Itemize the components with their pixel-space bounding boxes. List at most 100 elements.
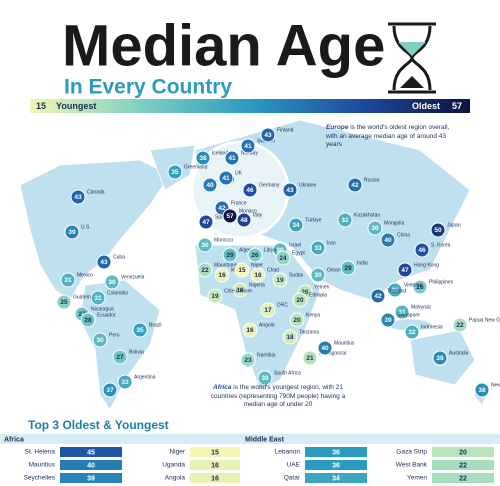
country-name: Philippines: [429, 279, 454, 285]
country-name: Tanzania: [299, 329, 319, 335]
age-value: 40: [321, 345, 329, 352]
country-name: India: [357, 260, 368, 266]
country-name: Türkiye: [305, 217, 322, 223]
age-marker: [387, 282, 403, 298]
age-marker: [80, 312, 96, 328]
age-value: 33: [314, 245, 322, 252]
age-value: 15: [238, 267, 246, 274]
country-name: Angola: [259, 322, 275, 328]
age-marker: [282, 182, 298, 198]
age-value: 30: [371, 225, 379, 232]
age-value: 26: [251, 252, 259, 259]
age-marker: [232, 282, 248, 298]
country-name: Hong Kong: [414, 262, 439, 268]
country-name: Lebanon: [275, 449, 301, 456]
age-value: 38: [199, 155, 207, 162]
age-marker: [337, 212, 353, 228]
age-marker: [302, 350, 318, 366]
country-name: Papua New Guinea: [469, 317, 500, 323]
age-value: 37: [106, 387, 114, 394]
country-name: Mauritania: [214, 262, 238, 268]
age-box: [305, 473, 367, 483]
hourglass: [388, 22, 436, 94]
age-marker: [64, 224, 80, 240]
age-marker: [292, 292, 308, 308]
age-value: 39: [384, 317, 392, 324]
age-value: 43: [286, 187, 294, 194]
age-value: 33: [121, 379, 129, 386]
age-marker: [247, 247, 263, 263]
age-box: [305, 447, 367, 457]
age-marker: [117, 374, 133, 390]
country-name: St. Helena: [25, 449, 56, 456]
country-name: Norway: [241, 150, 258, 156]
country-name: Gaza Strip: [396, 449, 427, 456]
age-marker: [380, 312, 396, 328]
age-value: 42: [218, 205, 226, 212]
age-value: 19: [276, 277, 284, 284]
age-value: 35: [136, 327, 144, 334]
age-value: 25: [60, 299, 68, 306]
country-name: Mongolia: [384, 220, 405, 226]
country-name: Colombio: [107, 290, 128, 296]
age-marker: [347, 177, 363, 193]
country-name: Italy: [253, 212, 263, 218]
note-bold: Africa: [213, 384, 232, 391]
age-box: [190, 447, 240, 457]
age-value: 34: [332, 475, 340, 482]
country-name: Guatemala: [73, 294, 98, 300]
age-marker: [198, 214, 214, 230]
age-marker: [317, 340, 333, 356]
age-value: 19: [211, 293, 219, 300]
country-name: Venezuela: [121, 274, 145, 280]
note-bold: Europe: [326, 124, 349, 131]
age-value: 32: [341, 217, 349, 224]
age-value: 30: [201, 242, 209, 249]
age-marker: [257, 370, 273, 386]
age-value: 38: [436, 355, 444, 362]
age-marker: [207, 288, 223, 304]
age-marker: [242, 182, 258, 198]
section-title: Top 3 Oldest & Youngest: [28, 418, 169, 432]
age-box: [432, 473, 494, 483]
age-value: 20: [296, 297, 304, 304]
age-value: 23: [244, 357, 252, 364]
age-value: 42: [351, 182, 359, 189]
legend-bar: [30, 99, 470, 113]
age-value: 29: [226, 252, 234, 259]
age-value: 35: [171, 169, 179, 176]
age-value: 30: [108, 279, 116, 286]
country-name: Mauritius: [334, 340, 355, 346]
age-marker: [96, 254, 112, 270]
age-marker: [340, 260, 356, 276]
age-value: 15: [211, 449, 219, 456]
age-marker: [197, 237, 213, 253]
age-value: 42: [374, 293, 382, 300]
legend-max-label: Oldest: [412, 101, 440, 111]
age-marker: [370, 288, 386, 304]
country-name: Algeria: [239, 247, 255, 253]
age-value: 16: [254, 272, 262, 279]
country-name: Nigeria: [249, 282, 265, 288]
age-marker: [197, 262, 213, 278]
age-value: 27: [78, 311, 86, 318]
country-name: UAE: [287, 462, 301, 469]
age-value: 30: [276, 247, 284, 254]
country-name: France: [231, 200, 247, 206]
country-name: Russia: [364, 177, 380, 183]
age-value: 33: [391, 287, 399, 294]
age-marker: [272, 272, 288, 288]
country-name: Mauritius: [29, 462, 56, 469]
legend-min: 15: [36, 101, 46, 111]
age-value: 41: [222, 175, 230, 182]
country-name: Finland: [277, 127, 294, 133]
country-name: Brazil: [149, 322, 162, 328]
age-marker: [112, 349, 128, 365]
age-value: 43: [74, 194, 82, 201]
age-marker: [412, 279, 428, 295]
country-name: Kenya: [306, 312, 320, 318]
age-marker: [218, 170, 234, 186]
country-name: Nicaragua: [91, 306, 114, 312]
age-value: 45: [87, 449, 95, 456]
